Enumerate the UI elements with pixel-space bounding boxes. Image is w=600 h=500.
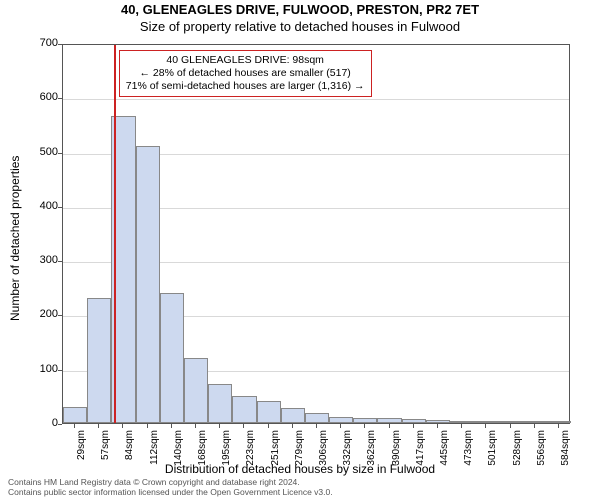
y-tick-label: 0 [28,417,58,429]
gridline [63,99,569,100]
histogram-bar [329,417,353,424]
x-tick-mark [147,424,148,428]
histogram-bar [281,408,305,423]
x-tick-label: 57sqm [100,430,111,470]
x-tick-label: 417sqm [415,430,426,470]
histogram-bar [450,421,474,423]
x-tick-label: 168sqm [197,430,208,470]
x-tick-label: 501sqm [487,430,498,470]
histogram-bar [184,358,208,423]
histogram-bar [257,401,281,423]
y-tick-mark [58,370,62,371]
chart-title-block: 40, GLENEAGLES DRIVE, FULWOOD, PRESTON, … [0,0,600,34]
histogram-bar [498,421,522,423]
x-tick-mark [292,424,293,428]
x-tick-label: 390sqm [391,430,402,470]
histogram-bar [160,293,184,423]
y-tick-mark [58,98,62,99]
x-tick-mark [437,424,438,428]
histogram-bar [547,421,571,423]
x-tick-mark [461,424,462,428]
x-tick-mark [558,424,559,428]
x-tick-label: 473sqm [463,430,474,470]
x-tick-label: 84sqm [124,430,135,470]
histogram-bar [232,396,256,423]
x-tick-mark [243,424,244,428]
y-tick-label: 500 [28,146,58,158]
x-tick-mark [364,424,365,428]
histogram-bar [136,146,160,423]
histogram-bar [402,419,426,423]
x-tick-label: 251sqm [270,430,281,470]
histogram-bar [87,298,111,423]
info-box-line2: ← 28% of detached houses are smaller (51… [126,67,365,80]
property-info-box: 40 GLENEAGLES DRIVE: 98sqm← 28% of detac… [119,50,372,97]
footer-line2: Contains public sector information licen… [8,488,333,498]
x-tick-label: 584sqm [560,430,571,470]
x-tick-label: 445sqm [439,430,450,470]
property-marker-line [114,45,116,423]
histogram-bar [474,421,498,423]
x-tick-label: 528sqm [512,430,523,470]
x-tick-label: 195sqm [221,430,232,470]
y-tick-label: 700 [28,37,58,49]
x-tick-label: 29sqm [76,430,87,470]
x-tick-mark [219,424,220,428]
y-axis-label: Number of detached properties [8,156,22,321]
y-tick-label: 100 [28,363,58,375]
x-tick-label: 332sqm [342,430,353,470]
histogram-bar [353,418,377,423]
x-tick-label: 223sqm [245,430,256,470]
x-tick-mark [316,424,317,428]
x-tick-label: 556sqm [536,430,547,470]
x-tick-mark [98,424,99,428]
y-tick-mark [58,153,62,154]
histogram-bar [63,407,87,423]
y-tick-mark [58,315,62,316]
x-tick-mark [534,424,535,428]
histogram-plot-area [62,44,570,424]
histogram-bar [305,413,329,423]
y-tick-label: 600 [28,91,58,103]
x-tick-label: 306sqm [318,430,329,470]
y-tick-label: 400 [28,200,58,212]
y-tick-label: 300 [28,254,58,266]
y-tick-mark [58,261,62,262]
x-tick-label: 140sqm [173,430,184,470]
chart-title-line2: Size of property relative to detached ho… [0,19,600,34]
info-box-line3: 71% of semi-detached houses are larger (… [126,80,365,93]
x-tick-label: 279sqm [294,430,305,470]
x-tick-mark [74,424,75,428]
x-tick-label: 362sqm [366,430,377,470]
x-tick-mark [171,424,172,428]
x-tick-mark [389,424,390,428]
y-tick-label: 200 [28,308,58,320]
histogram-bar [523,421,547,423]
attribution-footer: Contains HM Land Registry data © Crown c… [8,478,333,498]
histogram-bar [208,384,232,423]
x-tick-mark [122,424,123,428]
x-tick-mark [268,424,269,428]
x-tick-mark [510,424,511,428]
chart-title-line1: 40, GLENEAGLES DRIVE, FULWOOD, PRESTON, … [0,2,600,17]
x-tick-mark [340,424,341,428]
y-tick-mark [58,207,62,208]
histogram-bar [377,418,401,423]
x-tick-mark [485,424,486,428]
y-tick-mark [58,44,62,45]
y-tick-mark [58,424,62,425]
x-tick-mark [413,424,414,428]
info-box-line1: 40 GLENEAGLES DRIVE: 98sqm [126,54,365,67]
x-tick-label: 112sqm [149,430,160,470]
x-tick-mark [195,424,196,428]
histogram-bar [426,420,450,423]
